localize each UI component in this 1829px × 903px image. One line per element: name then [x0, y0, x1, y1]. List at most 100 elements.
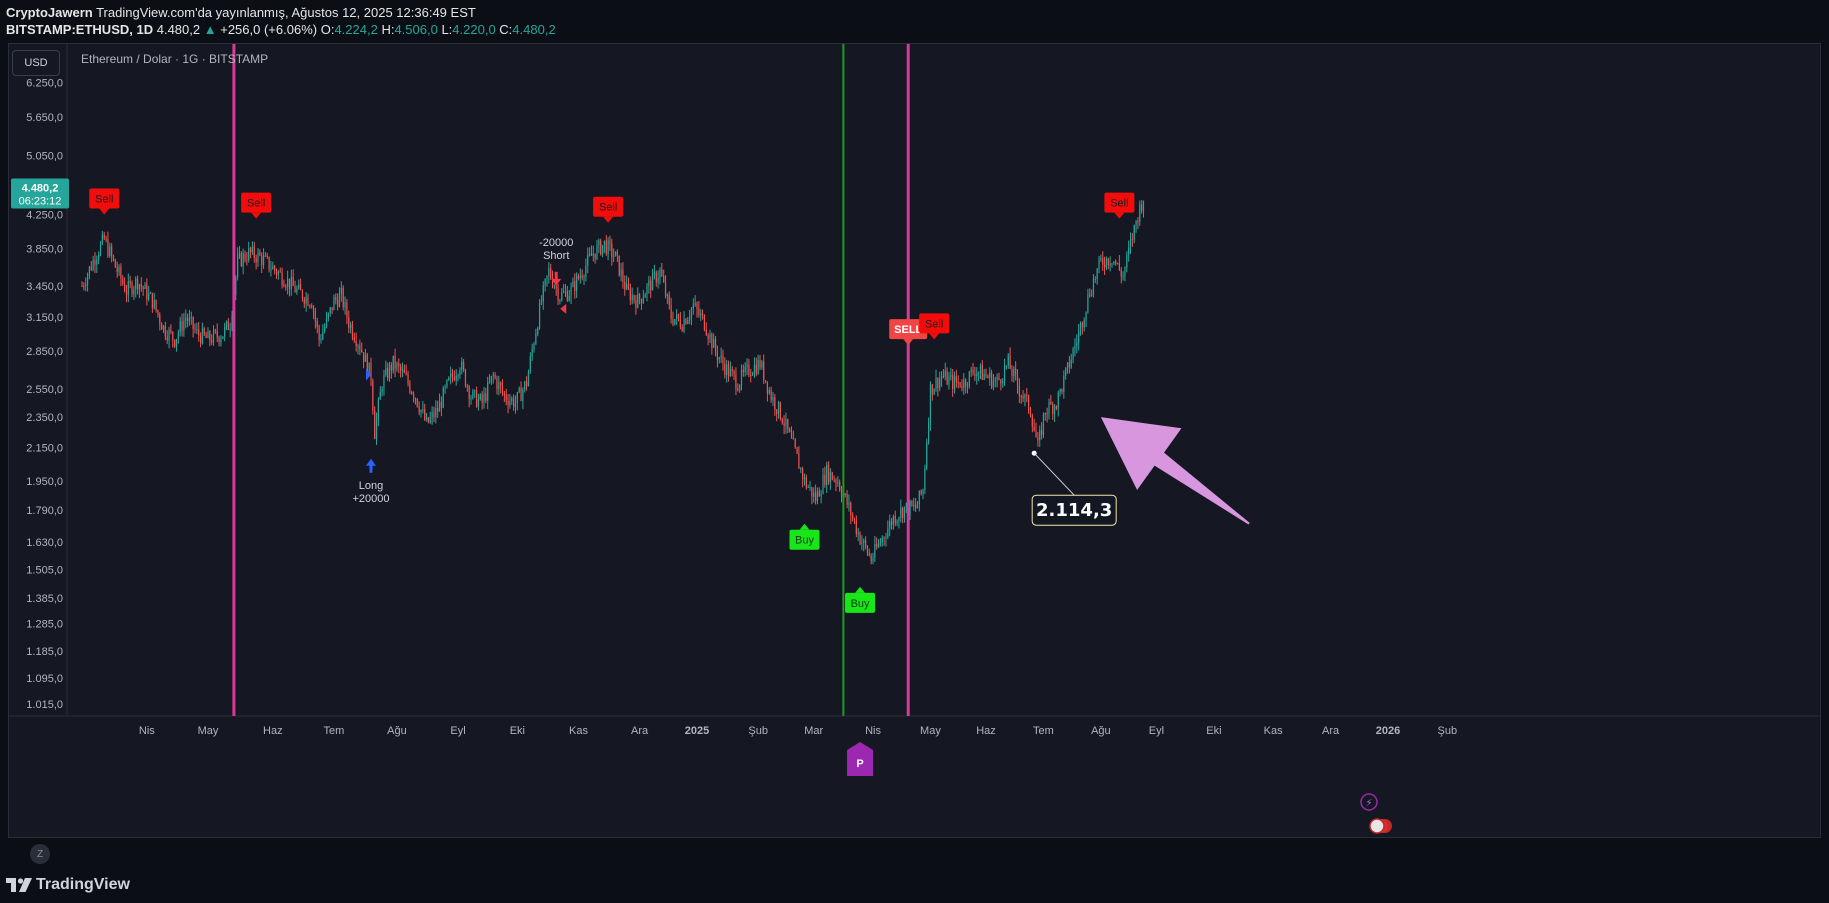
time-tick-label: 2025 — [685, 725, 709, 737]
lightning-event-icon[interactable] — [1360, 793, 1378, 811]
candle-body — [185, 317, 187, 321]
sell-marker[interactable] — [593, 196, 624, 217]
candle-body — [361, 349, 363, 353]
candle-body — [135, 278, 137, 290]
candle-body — [707, 334, 709, 339]
candle-body — [953, 376, 956, 390]
candle-body — [433, 412, 435, 418]
candle-body — [924, 468, 926, 490]
candle-body — [366, 354, 368, 375]
tradingview-brand[interactable]: TradingView — [36, 876, 130, 893]
candle-body — [577, 275, 580, 279]
candle-body — [240, 252, 242, 267]
candle-body — [729, 369, 731, 377]
candle-body — [800, 468, 802, 470]
sell-marker[interactable] — [919, 313, 950, 334]
candle-body — [626, 283, 628, 290]
candle-body — [1042, 414, 1045, 436]
candle-body — [1126, 254, 1128, 268]
candle-body — [192, 316, 194, 330]
candle-body — [529, 356, 531, 372]
candle-body — [470, 398, 472, 400]
candle-body — [153, 299, 155, 309]
candle-body — [357, 345, 359, 347]
candle-body — [651, 272, 654, 291]
currency-button[interactable]: USD — [12, 50, 60, 76]
candle-body — [231, 315, 233, 329]
candle-body — [318, 326, 320, 340]
sell-marker-label: Sell — [247, 198, 265, 210]
candle-body — [205, 334, 207, 338]
candle-body — [307, 296, 309, 306]
price-chart[interactable]: 6.250,05.650,05.050,04.650,04.250,03.850… — [9, 44, 1820, 837]
candle-body — [635, 299, 637, 308]
buy-marker[interactable] — [789, 529, 820, 550]
candle-body — [157, 310, 159, 315]
candle-body — [685, 319, 687, 324]
candle-body — [1002, 381, 1004, 384]
candle-body — [492, 374, 494, 377]
zoom-button[interactable]: Z — [30, 844, 50, 864]
candle-body — [351, 324, 354, 338]
candle-body — [659, 269, 661, 278]
candle-body — [550, 268, 552, 278]
entry-flag-icon — [560, 303, 567, 314]
sell-marker[interactable] — [1104, 192, 1135, 213]
candle-body — [542, 285, 544, 302]
candle-body — [368, 362, 370, 375]
candle-body — [418, 406, 420, 413]
symbol-label: BITSTAMP:ETHUSD, 1D — [6, 22, 154, 37]
candle-body — [739, 385, 741, 391]
candle-body — [335, 297, 337, 300]
candle-body — [700, 313, 702, 315]
candle-body — [322, 331, 324, 340]
chart-panel[interactable]: 6.250,05.650,05.050,04.650,04.250,03.850… — [8, 43, 1821, 838]
sell-marker[interactable] — [89, 188, 120, 209]
candle-body — [639, 294, 641, 300]
candle-body — [298, 284, 300, 289]
high-value: 4.506,0 — [394, 22, 438, 37]
candle-body — [687, 319, 689, 324]
candle-body — [174, 339, 176, 347]
candle-body — [829, 472, 832, 483]
candle-body — [405, 372, 407, 375]
candle-body — [1105, 258, 1108, 268]
pattern-label-badge[interactable] — [847, 742, 874, 776]
candle-body — [463, 361, 465, 370]
candle-body — [655, 272, 657, 283]
candle-body — [644, 294, 646, 298]
candle-body — [325, 317, 328, 327]
candle-body — [364, 354, 367, 362]
sell-marker[interactable] — [241, 192, 272, 213]
candle-body — [885, 537, 887, 539]
time-tick-label: Ağu — [1091, 725, 1111, 737]
candle-body — [186, 317, 189, 322]
candle-body — [605, 240, 607, 254]
candle-body — [207, 331, 209, 338]
buy-marker[interactable] — [845, 592, 876, 613]
candle-body — [90, 266, 92, 270]
candle-body — [1120, 269, 1122, 277]
candle-body — [111, 246, 113, 256]
candle-body — [942, 376, 945, 378]
candle-body — [740, 370, 743, 386]
sell-marker[interactable] — [889, 319, 928, 340]
candle-body — [116, 267, 118, 273]
candle-body — [294, 285, 296, 293]
candle-body — [411, 392, 413, 394]
candle-body — [850, 502, 852, 516]
author-name[interactable]: CryptoJawern — [6, 5, 93, 20]
time-tick-label: Eki — [1206, 725, 1221, 737]
candle-body — [563, 291, 565, 293]
candle-body — [427, 417, 430, 423]
us-flag-event-icon[interactable] — [1369, 818, 1385, 834]
candle-body — [149, 292, 152, 294]
candle-body — [870, 555, 872, 562]
candle-body — [583, 276, 585, 278]
candle-body — [994, 379, 996, 381]
candle-body — [1055, 406, 1058, 409]
candle-body — [787, 418, 789, 429]
time-tick-label: Eki — [510, 725, 525, 737]
candle-body — [790, 431, 793, 438]
callout-box[interactable] — [1031, 494, 1117, 526]
